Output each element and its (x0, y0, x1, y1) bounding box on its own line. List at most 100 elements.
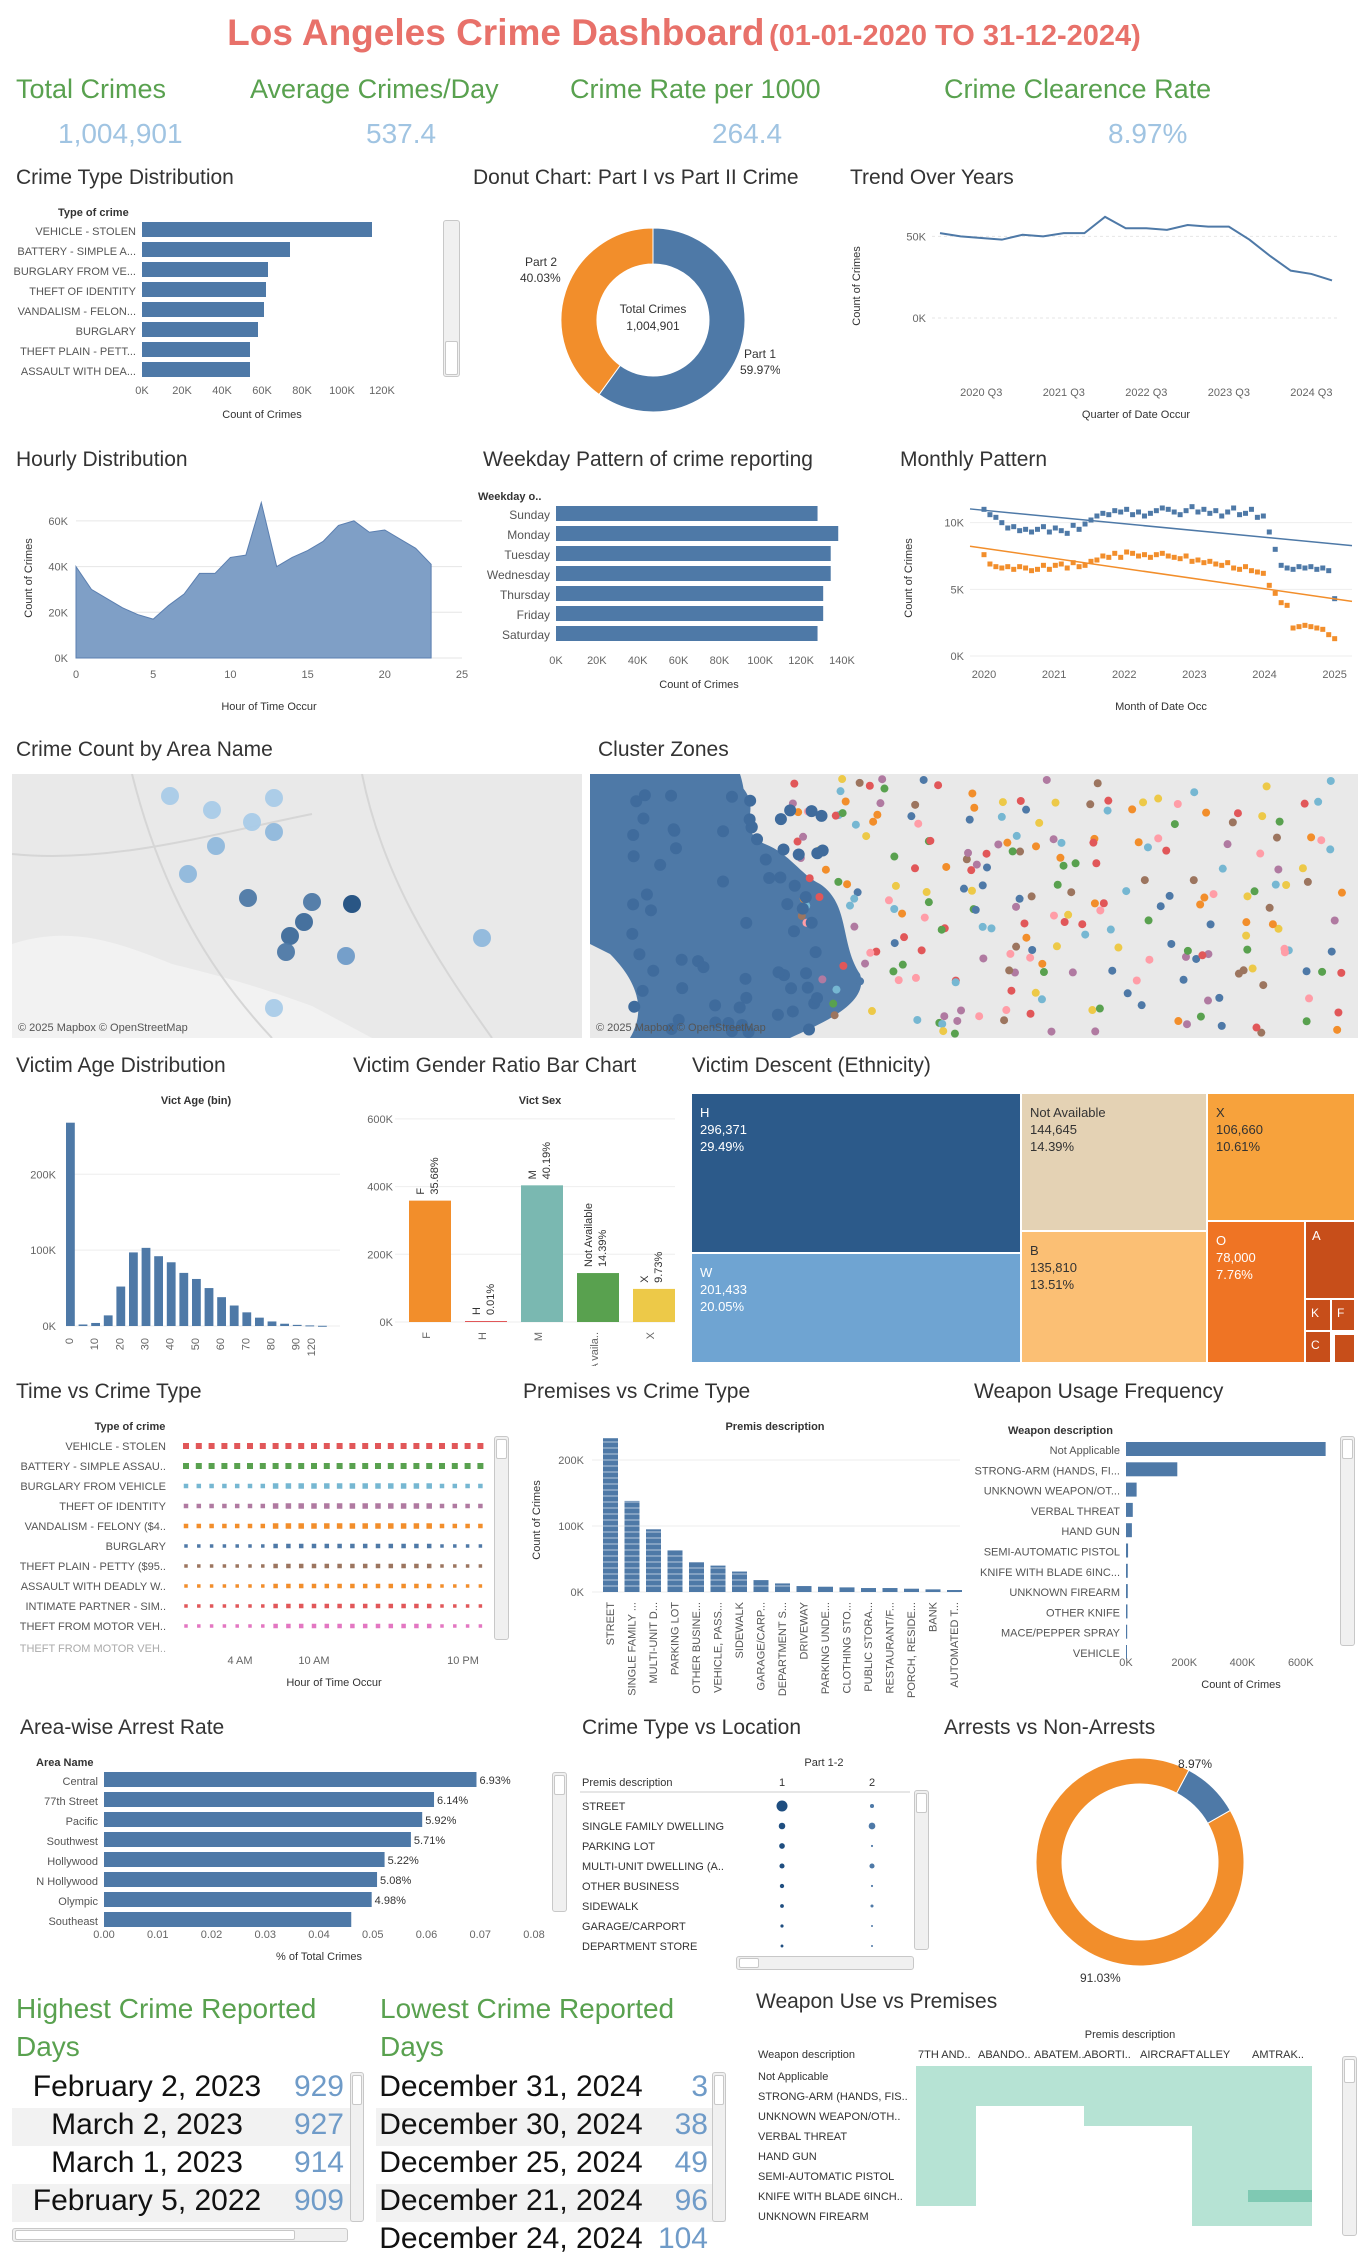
weapon-scrollbar[interactable] (1340, 1436, 1355, 1646)
cluster-point (979, 954, 988, 963)
tile-small-others[interactable] (1332, 1332, 1354, 1362)
bar (646, 1529, 661, 1592)
cluster-point (951, 978, 960, 987)
table-row[interactable]: December 30, 2024 38 (376, 2108, 726, 2146)
time-type-title: Time vs Crime Type (16, 1380, 202, 1403)
cluster-point (1202, 808, 1211, 817)
area-map[interactable]: © 2025 Mapbox © OpenStreetMap (12, 774, 582, 1038)
category-label: THEFT PLAIN - PETT... (20, 346, 136, 358)
tile-f[interactable]: F (1332, 1300, 1354, 1330)
donut-title: Donut Chart: Part I vs Part II Crime (473, 166, 799, 189)
table-row[interactable]: March 1, 2023 914 (12, 2146, 362, 2184)
heat-mark (311, 1583, 317, 1589)
cluster-point (911, 973, 920, 982)
tile-b[interactable]: B 135,810 13.51% (1022, 1232, 1206, 1362)
table-row[interactable]: December 31, 2024 3 (376, 2070, 726, 2108)
cluster-point (1016, 796, 1025, 805)
category-label: ASSAULT WITH DEADLY W.. (21, 1581, 166, 1593)
scroll-thumb[interactable] (714, 2075, 724, 2105)
type-loc-hscrollbar[interactable] (736, 1956, 914, 1970)
scroll-thumb[interactable] (1342, 1439, 1353, 1459)
tile-not-available[interactable]: Not Available 144,645 14.39% (1022, 1094, 1206, 1230)
heat-mark (248, 1584, 252, 1588)
table-row[interactable]: March 2, 2023 927 (12, 2108, 362, 2146)
table-row[interactable]: February 5, 2022 909 (12, 2184, 362, 2222)
category-label: SEMI-AUTOMATIC PISTOL (984, 1547, 1120, 1559)
weapon-prem-scrollbar[interactable] (1342, 2056, 1357, 2236)
heat-cell (1192, 2126, 1248, 2146)
heat-mark (401, 1623, 406, 1629)
scatter-point (999, 520, 1005, 526)
area-map-canvas (12, 774, 493, 1038)
scroll-thumb[interactable] (445, 341, 458, 375)
column-label: 1 (779, 1777, 785, 1789)
axis-label: Count of Crimes (1201, 1679, 1281, 1691)
cluster-point (1035, 818, 1044, 827)
area-marker (239, 889, 257, 907)
scatter-point (1011, 566, 1017, 572)
area-marker (295, 913, 313, 931)
scatter-point (1046, 529, 1052, 535)
tile-h[interactable]: H 296,371 29.49% (692, 1094, 1020, 1252)
cluster-point (1049, 835, 1058, 844)
tile-a[interactable]: A (1306, 1222, 1354, 1298)
scroll-thumb[interactable] (496, 1439, 507, 1459)
scroll-thumb[interactable] (739, 1958, 759, 1968)
scroll-thumb[interactable] (916, 1793, 927, 1813)
tile-x[interactable]: X 106,660 10.61% (1208, 1094, 1354, 1220)
tile-o[interactable]: O 78,000 7.76% (1208, 1222, 1304, 1362)
heat-mark (426, 1503, 432, 1509)
scroll-thumb[interactable] (554, 1775, 565, 1795)
cluster-point (926, 836, 935, 845)
cluster-point (866, 948, 875, 957)
kpi-rate-label: Crime Rate per 1000 (570, 74, 821, 104)
heat-mark (349, 1443, 356, 1449)
scroll-thumb[interactable] (1344, 2059, 1355, 2083)
tile-c[interactable]: C (1306, 1332, 1330, 1362)
cluster-point (1173, 799, 1182, 808)
bar (925, 1589, 941, 1592)
scatter-point (1023, 565, 1029, 571)
title-date-range: (01-01-2020 TO 31-12-2024) (768, 20, 1141, 52)
table-row[interactable]: December 25, 2024 49 (376, 2146, 726, 2184)
cluster-point (891, 881, 900, 890)
scroll-thumb[interactable] (15, 2230, 295, 2240)
cluster-point (939, 1027, 948, 1036)
bubble (780, 1944, 784, 1948)
cluster-point (962, 855, 971, 864)
type-loc-scrollbar[interactable] (914, 1790, 929, 1950)
row-count: 49 (674, 2146, 708, 2179)
crime-type-scrollbar[interactable] (443, 220, 460, 377)
scatter-point (1278, 600, 1284, 606)
cluster-point (830, 1011, 839, 1020)
cluster-point (1233, 809, 1242, 818)
row-label: DEPARTMENT STORE (582, 1941, 697, 1953)
data-label: M 40.19% (527, 1142, 553, 1180)
scroll-thumb[interactable] (352, 2075, 362, 2105)
cluster-point (667, 823, 680, 836)
cluster-map[interactable]: © 2025 Mapbox © OpenStreetMap (590, 774, 1358, 1038)
column-label: ABATEM.. (1034, 2049, 1085, 2061)
chart-header: Vict Age (bin) (161, 1095, 232, 1107)
cluster-point (876, 799, 885, 808)
lowest-scrollbar[interactable] (712, 2072, 726, 2222)
cluster-point (942, 862, 951, 871)
area-marker (277, 943, 295, 961)
table-row[interactable]: December 24, 2024 104 (376, 2222, 726, 2253)
cluster-point (637, 812, 650, 825)
heat-mark (261, 1584, 265, 1588)
bar (1126, 1523, 1132, 1538)
highest-scrollbar[interactable] (350, 2072, 364, 2222)
tile-w[interactable]: W 201,433 20.05% (692, 1254, 1020, 1362)
highest-hscrollbar[interactable] (12, 2228, 348, 2242)
table-row[interactable]: February 2, 2023 929 (12, 2070, 362, 2108)
heat-mark (195, 1463, 202, 1469)
tile-k[interactable]: K (1306, 1300, 1330, 1330)
heat-cell (1248, 2146, 1312, 2166)
cluster-point (1190, 788, 1199, 797)
arrest-rate-scrollbar[interactable] (552, 1772, 567, 1912)
cluster-point (1268, 920, 1277, 929)
time-type-scrollbar[interactable] (494, 1436, 509, 1640)
table-row[interactable]: December 21, 2024 96 (376, 2184, 726, 2222)
arrests-donut-chart: 8.97% 91.03% (1035, 1757, 1245, 1985)
